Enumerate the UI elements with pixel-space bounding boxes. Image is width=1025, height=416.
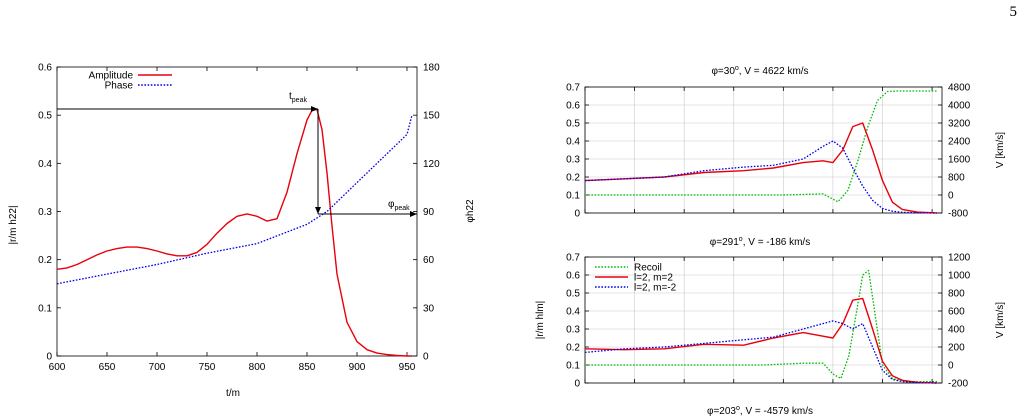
bottom-right-chart: φ=291o, V = -186 km/s 0 0.1 0.2 0.3 0.4 0.5 0.… [535, 236, 1006, 390]
y2-tick-label: 1200 [948, 253, 971, 264]
y2-tick-label: 90 [423, 207, 435, 218]
y-tick-label: 0.2 [566, 173, 580, 184]
left-chart: 600 650 700 750 800 850 900 95000.10.20.30.40.5… [8, 63, 476, 400]
series-line-amplitude [56, 108, 412, 357]
bottom-right-series [584, 269, 938, 384]
next-panel-title: φ=203o, V = -4579 km/s [707, 405, 813, 416]
bottom-right-y2-axis-label: V [km/s] [995, 302, 1006, 338]
series-line-l-2-m-2 [584, 320, 938, 384]
y2-tick-label: 4800 [948, 83, 971, 94]
t-peak-arrowhead [311, 106, 318, 112]
series-line-recoil [585, 269, 937, 383]
y2-tick-label: 200 [948, 343, 965, 354]
y2-tick-label: 400 [948, 325, 965, 336]
legend-label: Amplitude [89, 71, 134, 82]
top-right-series [584, 90, 938, 214]
series-line-recoil [585, 90, 937, 203]
x-tick-label: 650 [99, 362, 116, 373]
y-tick-label: 0.3 [566, 155, 580, 166]
x-tick-label: 600 [49, 362, 66, 373]
x-tick-label: 850 [299, 362, 316, 373]
top-right-title: φ=30o, V = 4622 km/s [711, 65, 808, 77]
x-tick-label: 800 [249, 362, 266, 373]
y2-tick-label: 800 [948, 289, 965, 300]
page-number: 5 [1009, 4, 1018, 20]
y-tick-label: 0 [574, 209, 580, 220]
y2-tick-label: 150 [423, 111, 440, 122]
left-ticks: 600 650 700 750 800 850 900 95000.10.20.30.40.5… [38, 63, 440, 374]
top-right-ticks: 0 0.1 0.2 0.3 0.4 0.5 0.6 0.7 -800 0 800 1600 2400 32… [566, 83, 971, 220]
bottom-right-ticks: 0 0.1 0.2 0.3 0.4 0.5 0.6 0.7 -200 0 200 400 600 800 1… [566, 253, 971, 390]
y2-tick-label: 30 [423, 303, 435, 314]
y-tick-label: 0.1 [566, 361, 580, 372]
y2-tick-label: 800 [948, 173, 965, 184]
y-tick-label: 0.1 [38, 303, 52, 314]
left-y-axis-label: |r/m h22| [8, 205, 19, 244]
legend-label: l=2, m=-2 [634, 283, 677, 294]
y-tick-label: 0 [46, 352, 52, 363]
top-right-chart: φ=30o, V = 4622 km/s 0 0.1 0.2 0.3 0.4 0.5 0.6… [566, 65, 1006, 220]
y-tick-label: 0.7 [566, 253, 580, 264]
y-tick-label: 0.2 [566, 343, 580, 354]
phi-peak-label: φpeak [388, 199, 410, 212]
y2-tick-label: 180 [423, 63, 440, 74]
y-tick-label: 0.5 [38, 111, 52, 122]
y2-tick-label: 0 [948, 361, 954, 372]
y-tick-label: 0.6 [38, 63, 52, 74]
y-tick-label: 0.7 [566, 83, 580, 94]
y2-tick-label: -800 [948, 209, 968, 220]
phase-drop-arrowhead [315, 207, 321, 214]
y-tick-label: 0.3 [566, 325, 580, 336]
bottom-right-plot-frame [584, 256, 943, 384]
y2-tick-label: -200 [948, 379, 968, 390]
y2-tick-label: 600 [948, 307, 965, 318]
bottom-right-y-axis-label: |r/m hlm| [535, 301, 546, 340]
y-tick-label: 0.6 [566, 101, 580, 112]
left-y2-axis-label: φh22 [465, 199, 476, 223]
series-line-l-2-m-2 [584, 122, 938, 214]
y-tick-label: 0 [574, 379, 580, 390]
left-plot-frame [56, 66, 418, 357]
left-x-axis-label: t/m [226, 388, 240, 399]
y-tick-label: 0.3 [38, 207, 52, 218]
legend-label: Phase [105, 81, 134, 92]
y-tick-label: 0.6 [566, 271, 580, 282]
x-tick-label: 750 [199, 362, 216, 373]
y2-tick-label: 1600 [948, 155, 971, 166]
x-tick-label: 900 [349, 362, 366, 373]
legend-label: l=2, m=2 [634, 273, 673, 284]
y-tick-label: 0.4 [566, 137, 580, 148]
top-right-y2-axis-label: V [km/s] [995, 132, 1006, 168]
y2-tick-label: 60 [423, 255, 435, 266]
y-tick-label: 0.5 [566, 289, 580, 300]
y-tick-label: 0.4 [38, 159, 52, 170]
y2-tick-label: 4000 [948, 101, 971, 112]
y2-tick-label: 2400 [948, 137, 971, 148]
series-line-phase [56, 115, 413, 285]
y-tick-label: 0.5 [566, 119, 580, 130]
series-line-l-2-m-2 [584, 140, 938, 214]
y2-tick-label: 0 [423, 352, 429, 363]
y-tick-label: 0.4 [566, 307, 580, 318]
x-tick-label: 700 [149, 362, 166, 373]
peak-annotations: tpeak φpeak [57, 91, 417, 217]
legend-label: Recoil [634, 263, 662, 274]
bottom-right-title: φ=291o, V = -186 km/s [710, 236, 810, 248]
left-series [56, 108, 413, 357]
t-peak-label: tpeak [289, 91, 307, 104]
x-tick-label: 950 [399, 362, 416, 373]
y2-tick-label: 3200 [948, 119, 971, 130]
y2-tick-label: 1000 [948, 271, 971, 282]
series-line-l-2-m-2 [584, 297, 938, 384]
y-tick-label: 0.2 [38, 255, 52, 266]
y-tick-label: 0.1 [566, 191, 580, 202]
top-right-plot-frame [584, 86, 943, 214]
y2-tick-label: 0 [948, 191, 954, 202]
y2-tick-label: 120 [423, 159, 440, 170]
phi-peak-arrowhead [410, 211, 417, 217]
